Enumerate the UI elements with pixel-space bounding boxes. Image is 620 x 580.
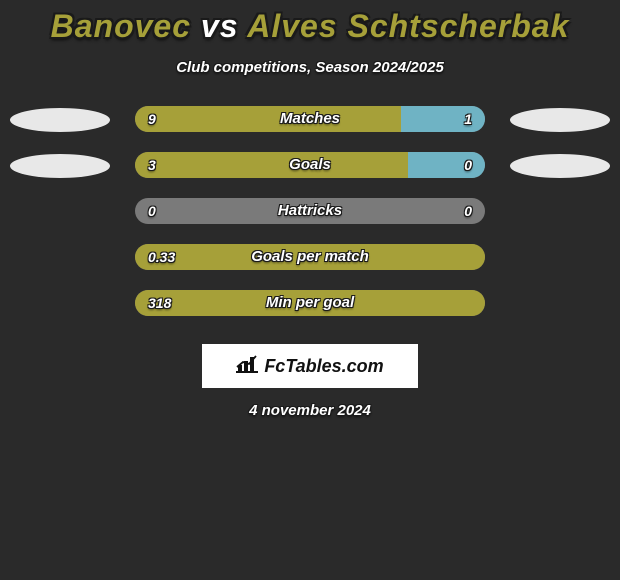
stat-row: 00Hattricks — [0, 198, 620, 244]
chart-icon — [236, 355, 258, 378]
stat-value-left: 0.33 — [148, 244, 175, 270]
bar-left — [135, 244, 485, 270]
bar-left — [135, 152, 408, 178]
stat-value-left: 9 — [148, 106, 156, 132]
bar-container — [135, 290, 485, 316]
team2-logo — [510, 154, 610, 178]
bar-container — [135, 152, 485, 178]
stat-value-left: 3 — [148, 152, 156, 178]
player2-name: Alves Schtscherbak — [247, 8, 569, 44]
stat-value-left: 318 — [148, 290, 171, 316]
stat-value-right: 0 — [464, 198, 472, 224]
stat-row: 0.33Goals per match — [0, 244, 620, 290]
bar-container — [135, 198, 485, 224]
stat-value-left: 0 — [148, 198, 156, 224]
bar-container — [135, 106, 485, 132]
bar-left — [135, 106, 401, 132]
date-label: 4 november 2024 — [0, 402, 620, 419]
page-title: Banovec vs Alves Schtscherbak — [0, 0, 620, 45]
team1-logo — [10, 154, 110, 178]
stats-chart: 91Matches30Goals00Hattricks0.33Goals per… — [0, 106, 620, 336]
stat-row: 318Min per goal — [0, 290, 620, 336]
bar-container — [135, 244, 485, 270]
stat-row: 30Goals — [0, 152, 620, 198]
team2-logo — [510, 108, 610, 132]
stat-value-right: 1 — [464, 106, 472, 132]
branding-box: FcTables.com — [202, 344, 418, 388]
player1-name: Banovec — [51, 8, 191, 44]
bar-left — [135, 290, 485, 316]
stat-value-right: 0 — [464, 152, 472, 178]
subtitle: Club competitions, Season 2024/2025 — [0, 59, 620, 76]
team1-logo — [10, 108, 110, 132]
branding-text: FcTables.com — [264, 356, 383, 377]
bar-right — [408, 152, 485, 178]
vs-text: vs — [201, 8, 239, 44]
stat-row: 91Matches — [0, 106, 620, 152]
bar-right — [401, 106, 485, 132]
